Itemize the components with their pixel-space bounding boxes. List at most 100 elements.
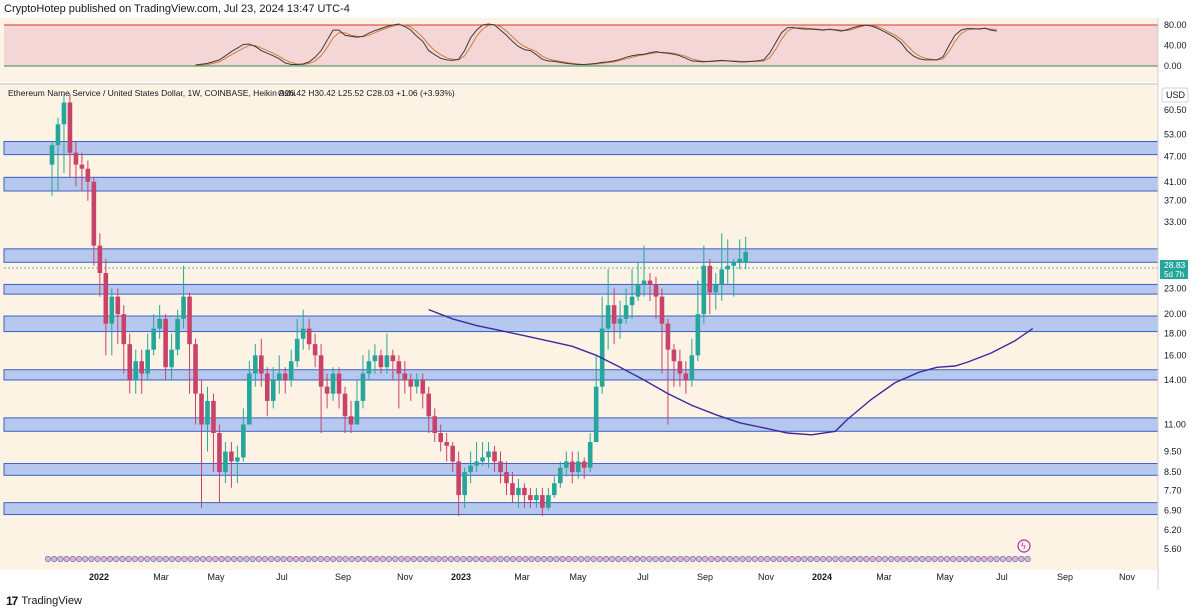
candle-body: [300, 328, 306, 339]
time-label: Mar: [876, 572, 892, 582]
event-marker: [826, 555, 833, 563]
candle-body: [205, 400, 210, 425]
event-marker: [94, 555, 101, 563]
price-chart[interactable]: Ethereum Name Service / United States Do…: [0, 18, 1200, 590]
candle-body: [91, 181, 97, 246]
candle-body: [49, 145, 55, 165]
event-marker: [739, 555, 746, 563]
candle-body: [342, 393, 348, 417]
event-marker: [956, 555, 963, 563]
candle-body: [324, 386, 330, 394]
currency-button[interactable]: USD: [1161, 87, 1189, 103]
candle-body: [318, 355, 324, 387]
price-badge-countdown: 5d 7h: [1164, 270, 1184, 279]
event-marker: [497, 555, 504, 563]
event-marker: [962, 555, 969, 563]
event-marker: [894, 555, 901, 563]
candle-body: [288, 361, 294, 380]
candle-body: [312, 344, 318, 356]
event-marker: [869, 555, 876, 563]
event-marker: [106, 555, 114, 563]
candle-body: [468, 465, 473, 473]
candle-body: [593, 386, 599, 443]
candle-body: [354, 400, 360, 425]
price-tick: 14.00: [1164, 375, 1187, 385]
event-marker: [224, 555, 231, 563]
event-marker: [745, 555, 752, 563]
candle-body: [486, 451, 491, 458]
event-marker: [243, 555, 250, 563]
event-marker: [485, 555, 492, 563]
candle-body: [474, 461, 479, 466]
zone: [3, 417, 1159, 432]
event-marker: [82, 555, 89, 563]
event-marker: [150, 555, 157, 563]
event-marker: [776, 555, 783, 563]
price-tick: 33.00: [1164, 217, 1187, 227]
candle-body: [683, 373, 689, 380]
event-marker: [367, 555, 374, 563]
candle-body: [264, 373, 270, 401]
candle-body: [145, 349, 150, 374]
candle-body: [677, 361, 683, 374]
candle-body: [713, 284, 719, 293]
candle-body: [276, 373, 282, 380]
time-label: Jul: [637, 572, 649, 582]
candle-body: [462, 472, 467, 496]
footer-brand: TradingView: [21, 595, 82, 607]
event-marker: [125, 555, 132, 563]
event-marker: [230, 555, 238, 563]
price-badge: 28.83 5d 7h: [1160, 260, 1188, 279]
price-axis[interactable]: [1158, 18, 1200, 590]
candle-body: [492, 451, 497, 462]
time-label: Mar: [153, 572, 169, 582]
event-marker: [540, 555, 548, 563]
time-label: May: [207, 572, 225, 582]
candle-body: [653, 284, 659, 297]
candle-body: [175, 318, 180, 350]
candle-body: [575, 461, 581, 473]
event-marker: [206, 555, 213, 563]
candle-body: [169, 349, 174, 368]
event-marker: [832, 555, 839, 563]
lightning-marker[interactable]: ϟ: [1017, 539, 1031, 553]
candle-body: [372, 355, 378, 362]
event-marker: [1005, 555, 1013, 563]
candles: [49, 93, 748, 516]
currency-box[interactable]: [1161, 87, 1189, 103]
candle-body: [366, 361, 372, 374]
candle-body: [671, 349, 677, 362]
event-marker: [317, 555, 324, 563]
time-label: May: [936, 572, 954, 582]
price-tick: 11.00: [1164, 419, 1186, 429]
candle-body: [121, 314, 127, 345]
event-marker: [268, 555, 275, 563]
candle-body: [229, 451, 234, 462]
event-marker: [199, 555, 207, 563]
event-marker: [311, 555, 318, 563]
candle-body: [432, 416, 438, 434]
event-marker: [373, 555, 380, 563]
time-label: 2022: [89, 572, 109, 582]
candle-body: [306, 328, 312, 345]
candle-body: [689, 355, 695, 380]
event-marker: [919, 555, 926, 563]
candle-body: [103, 273, 109, 324]
candle-body: [247, 373, 252, 425]
candle-body: [635, 284, 641, 297]
time-label: Sep: [697, 572, 713, 582]
event-marker: [925, 555, 932, 563]
lightning-icon[interactable]: [1017, 539, 1031, 553]
event-marker: [999, 555, 1006, 563]
event-marker: [435, 555, 442, 563]
candle-body: [408, 379, 414, 387]
candle-body: [659, 296, 665, 324]
time-label: May: [569, 572, 587, 582]
event-marker: [714, 555, 721, 563]
price-tick: 37.00: [1164, 196, 1187, 206]
event-marker: [162, 555, 169, 563]
candle-body: [480, 457, 485, 462]
event-marker: [423, 555, 430, 563]
event-marker: [379, 555, 386, 563]
candle-body: [665, 323, 671, 350]
